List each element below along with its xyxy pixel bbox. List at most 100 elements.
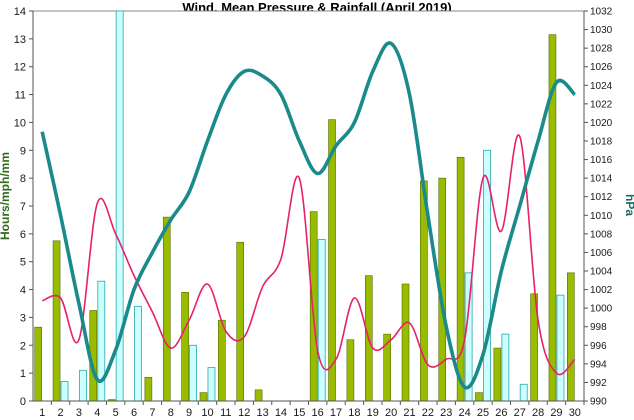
y-tick-label-left: 0 [20,396,26,408]
x-tick-label: 28 [532,407,544,419]
calm-bar [309,211,318,402]
rainfall-bar [501,333,510,402]
y-tick-label-left: 3 [20,312,26,324]
x-tick-label: 10 [201,407,213,419]
y-tick-label-left: 2 [20,340,26,352]
y-tick-label-right: 1024 [590,81,613,92]
x-tick-label: 23 [440,407,452,419]
y-tick-label-right: 1004 [590,267,613,278]
y-tick-label-right: 1008 [590,229,613,240]
y-tick-label-right: 998 [590,322,607,333]
x-tick-label: 30 [569,407,581,419]
y-tick-label-left: 4 [20,285,26,297]
axes: 0123456789101112131499099299499699810001… [14,6,613,419]
y-tick-label-right: 992 [590,378,607,389]
y-tick-label-right: 1002 [590,285,613,296]
y-tick-label-left: 8 [20,173,26,185]
y-tick-label-right: 1010 [590,211,613,222]
rainfall-bar [97,280,106,402]
calm-bar [199,392,208,402]
y-tick-label-left: 12 [14,62,26,74]
y-tick-label-right: 996 [590,341,607,352]
x-tick-label: 24 [458,407,470,419]
calm-bar [475,392,483,402]
x-tick-label: 12 [238,407,250,419]
calm-bar [401,283,410,402]
y-tick-label-right: 1014 [590,174,613,185]
calm-bar [34,326,42,402]
pressure-line [40,41,577,390]
calm-bar [162,216,171,402]
y-tick-label-right: 1006 [590,248,613,259]
plot-background [32,10,585,402]
rainfall-bar [60,381,69,402]
y-tick-label-right: 1026 [590,62,613,73]
y-tick-label-left: 10 [14,117,26,129]
x-tick-label: 29 [550,407,562,419]
x-tick-label: 2 [57,407,63,419]
calm-bar [493,347,502,402]
x-tick-label: 19 [367,407,379,419]
rainfall-bar [207,367,216,402]
y-tick-label-right: 990 [590,397,607,408]
y-tick-label-left: 14 [14,6,26,18]
x-tick-label: 17 [330,407,342,419]
rainfall-bar [317,239,326,402]
calm-bar [218,319,226,402]
y-tick-label-right: 1030 [590,25,613,36]
x-tick-label: 3 [76,407,82,419]
x-tick-label: 9 [186,407,192,419]
y-tick-label-left: 6 [20,229,26,241]
rainfall-bar [556,294,565,402]
x-tick-label: 11 [220,407,231,419]
y-axis-label-right: hPa [623,194,634,216]
calm-bar [567,272,575,402]
x-tick-label: 14 [275,407,287,419]
y-tick-label-right: 1032 [590,7,613,18]
x-tick-label: 15 [293,407,305,419]
y-axis-label-left: Hours/mph/mm [0,152,12,240]
x-tick-label: 25 [477,407,489,419]
x-tick-label: 7 [149,407,155,419]
x-tick-label: 16 [312,407,324,419]
y-tick-label-right: 1018 [590,137,613,148]
y-tick-label-left: 5 [20,257,26,269]
x-tick-label: 5 [113,407,119,419]
rainfall-bar [519,383,528,402]
y-tick-label-left: 7 [20,201,26,213]
calm-bar [236,241,245,402]
y-tick-label-right: 994 [590,359,607,370]
rainfall-bar [79,369,87,402]
y-tick-label-right: 1000 [590,304,613,315]
x-tick-label: 20 [385,407,397,419]
y-tick-label-left: 1 [20,368,26,380]
wind-speed-line [41,134,576,376]
x-tick-label: 13 [256,407,268,419]
x-tick-label: 6 [131,407,137,419]
y-tick-label-left: 11 [15,90,26,102]
y-tick-label-right: 1016 [590,155,613,166]
line-group [40,41,577,390]
calm-bar [456,156,465,402]
x-tick-label: 18 [348,407,360,419]
plot-area [32,10,585,402]
y-tick-label-left: 9 [20,145,26,157]
y-tick-label-right: 1028 [590,44,613,55]
calm-bar [144,377,153,402]
x-tick-label: 26 [495,407,507,419]
calm-bar [181,292,189,402]
y-tick-label-right: 1012 [590,192,613,203]
calm-bar [346,339,355,402]
x-tick-label: 22 [422,407,434,419]
x-tick-label: 8 [168,407,174,419]
rainfall-bar [189,344,198,402]
x-tick-label: 1 [39,407,45,419]
x-tick-label: 4 [94,407,100,419]
rainfall-bar [134,305,142,402]
y-tick-label-right: 1020 [590,118,613,129]
x-tick-label: 21 [403,407,415,419]
calm-bar [328,119,336,402]
y-tick-label-left: 13 [14,34,26,46]
x-tick-label: 27 [514,407,526,419]
